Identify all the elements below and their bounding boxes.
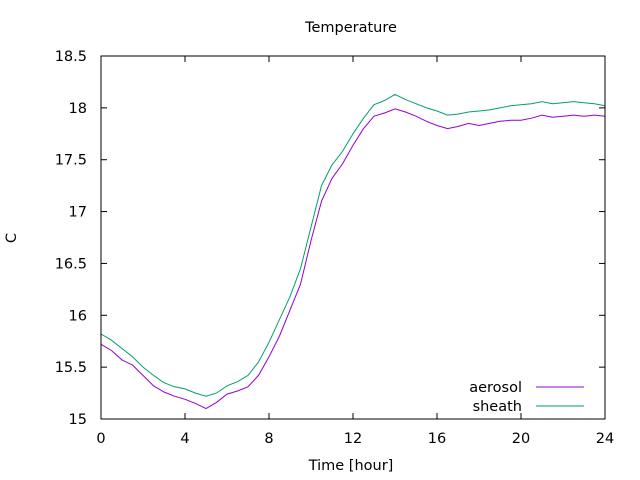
- x-tick-label: 4: [180, 431, 189, 447]
- y-tick-label: 18: [69, 101, 87, 117]
- legend-label-aerosol: aerosol: [469, 380, 522, 396]
- x-tick-label: 16: [428, 431, 446, 447]
- x-tick-label: 0: [96, 431, 105, 447]
- y-tick-label: 17: [69, 205, 87, 221]
- y-tick-label: 15: [69, 412, 87, 428]
- chart-title: Temperature: [304, 20, 397, 36]
- x-tick-label: 8: [264, 431, 273, 447]
- y-tick-label: 15.5: [55, 360, 87, 376]
- y-axis-label: C: [4, 233, 20, 243]
- plot-border: [100, 55, 606, 420]
- y-tick-label: 16.5: [55, 256, 87, 272]
- x-tick-label: 12: [344, 431, 362, 447]
- legend-label-sheath: sheath: [473, 399, 522, 415]
- x-tick-label: 24: [596, 431, 614, 447]
- y-tick-label: 17.5: [55, 153, 87, 169]
- legend: aerosol sheath: [469, 380, 584, 415]
- x-axis-label: Time [hour]: [308, 458, 394, 474]
- x-tick-label: 20: [512, 431, 530, 447]
- series-line-aerosol: [100, 108, 606, 410]
- series-line-sheath: [100, 93, 606, 397]
- y-tick-label: 18.5: [55, 49, 87, 65]
- y-tick-label: 16: [69, 308, 87, 324]
- axis-ticks: 0 4 8 12 16 20 24 15 15.5 16 16.5 17 17.5 18 18.5: [55, 49, 615, 447]
- data-series: [100, 93, 606, 410]
